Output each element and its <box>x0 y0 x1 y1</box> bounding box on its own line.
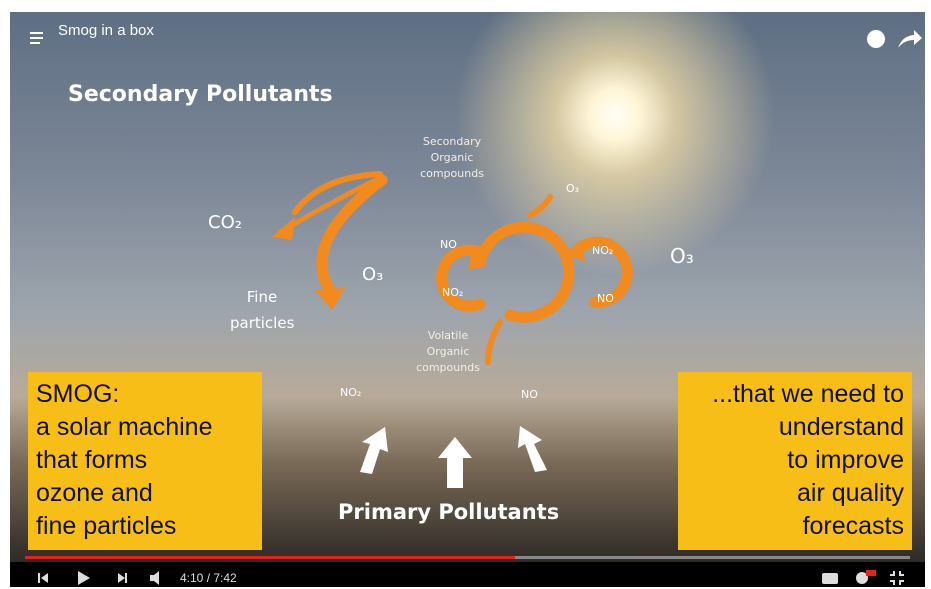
player-controls: 4:10 / 7:42 <box>10 12 925 587</box>
time: 4:10 / 7:42 <box>180 571 237 585</box>
prev[interactable] <box>41 573 48 583</box>
prev[interactable] <box>38 573 40 583</box>
next[interactable] <box>125 573 127 583</box>
volume[interactable] <box>150 571 159 585</box>
captions[interactable] <box>822 573 838 584</box>
menu-icon <box>30 37 43 39</box>
menu-icon <box>30 32 43 34</box>
hd-badge <box>866 570 876 576</box>
progress-remaining[interactable] <box>515 556 910 559</box>
watch-later[interactable] <box>867 30 885 48</box>
next[interactable] <box>118 573 125 583</box>
progress-played <box>25 556 515 559</box>
share[interactable] <box>898 30 922 48</box>
play[interactable] <box>78 571 90 585</box>
menu-icon <box>30 42 40 44</box>
page: Smog in a box Secondary Pollutants Secon… <box>0 0 931 589</box>
fullscreen[interactable] <box>890 571 904 585</box>
video-player: Smog in a box Secondary Pollutants Secon… <box>10 12 925 587</box>
